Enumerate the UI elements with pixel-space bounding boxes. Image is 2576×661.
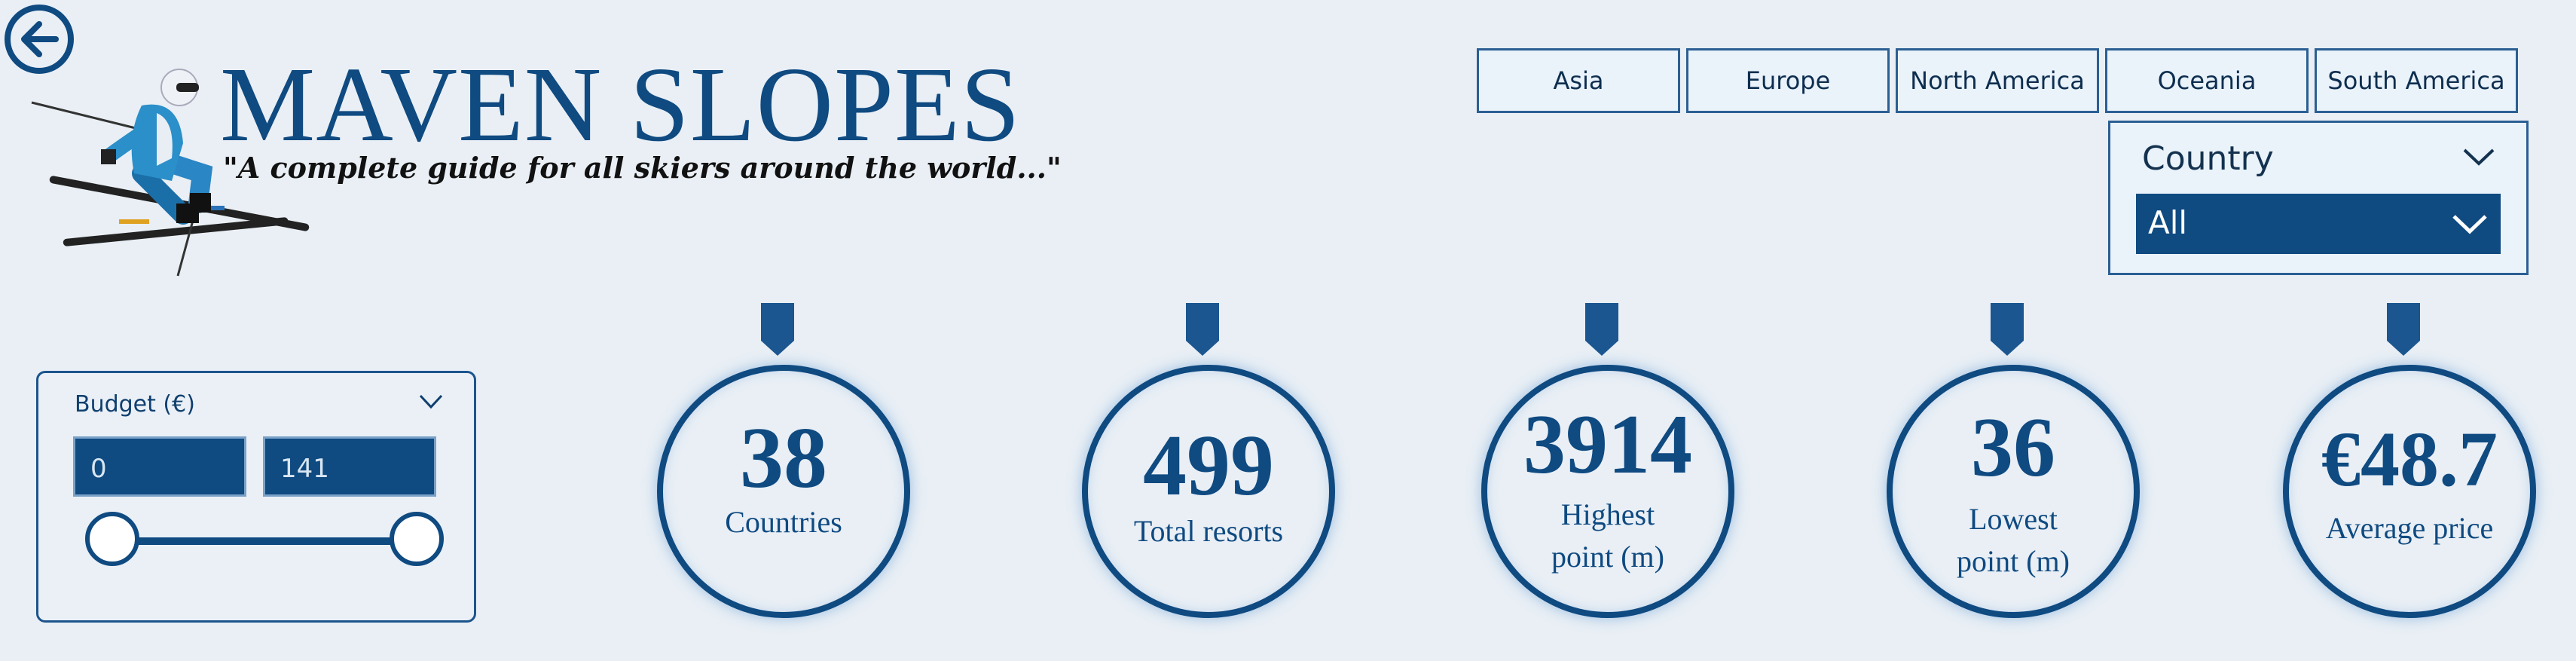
kpi-caption-line-1: Highest — [1560, 497, 1655, 531]
kpi-countries: 38 Countries — [657, 303, 913, 620]
kpi-ring — [1481, 365, 1734, 618]
budget-slider-track[interactable] — [112, 537, 408, 545]
region-tabs: Asia Europe North America Oceania South … — [1477, 48, 2518, 113]
kpi-highest-point: 3914 Highest point (m) — [1481, 303, 1737, 620]
budget-filter-label: Budget (€) — [75, 391, 195, 418]
budget-max-value: 141 — [280, 454, 329, 484]
pin-marker-icon — [1585, 303, 1618, 356]
kpi-value: 36 — [1971, 401, 2055, 494]
budget-min-value: 0 — [90, 454, 107, 484]
region-tab-south-america[interactable]: South America — [2315, 48, 2518, 113]
kpi-value: €48.7 — [2321, 416, 2498, 503]
region-tab-europe[interactable]: Europe — [1686, 48, 1890, 113]
pin-marker-icon — [761, 303, 794, 356]
country-filter-label: Country — [2142, 139, 2274, 178]
kpi-value: 3914 — [1523, 398, 1692, 491]
kpi-value: 499 — [1143, 418, 1274, 514]
budget-slider-min-handle[interactable] — [85, 512, 139, 566]
tagline: "A complete guide for all skiers around … — [223, 151, 1062, 185]
kpi-caption: Average price — [2325, 511, 2494, 545]
budget-min-input[interactable]: 0 — [73, 436, 246, 497]
chevron-down-icon[interactable] — [418, 393, 444, 411]
pin-marker-icon — [1186, 303, 1219, 356]
chevron-down-icon[interactable] — [2461, 145, 2496, 168]
kpi-total-resorts: 499 Total resorts — [1082, 303, 1338, 620]
pin-marker-icon — [1991, 303, 2024, 356]
country-dropdown[interactable]: All — [2136, 194, 2501, 254]
kpi-value: 38 — [740, 410, 827, 506]
region-tab-north-america[interactable]: North America — [1896, 48, 2099, 113]
back-arrow-icon[interactable] — [3, 3, 75, 75]
kpi-caption: Countries — [725, 505, 842, 539]
budget-filter: Budget (€) 0 141 — [36, 371, 476, 623]
kpi-ring — [1082, 365, 1335, 618]
country-filter: Country All — [2108, 121, 2529, 275]
kpi-average-price: €48.7 Average price — [2283, 303, 2539, 620]
kpi-lowest-point: 36 Lowest point (m) — [1887, 303, 2143, 620]
budget-max-input[interactable]: 141 — [263, 436, 436, 497]
country-dropdown-value: All — [2148, 204, 2188, 241]
kpi-ring — [1887, 365, 2140, 618]
kpi-caption-line-2: point (m) — [1957, 544, 2070, 578]
app-title: MAVEN SLOPES — [220, 44, 1021, 164]
kpi-caption-line-2: point (m) — [1551, 540, 1664, 574]
region-tab-asia[interactable]: Asia — [1477, 48, 1680, 113]
region-tab-oceania[interactable]: Oceania — [2105, 48, 2309, 113]
kpi-caption: Total resorts — [1133, 514, 1284, 548]
chevron-down-icon — [2452, 215, 2487, 234]
kpi-ring — [657, 365, 910, 618]
kpi-caption-line-1: Lowest — [1969, 502, 2058, 536]
pin-marker-icon — [2387, 303, 2420, 356]
skier-icon — [31, 69, 310, 277]
budget-slider-max-handle[interactable] — [390, 512, 444, 566]
kpi-ring — [2283, 365, 2536, 618]
